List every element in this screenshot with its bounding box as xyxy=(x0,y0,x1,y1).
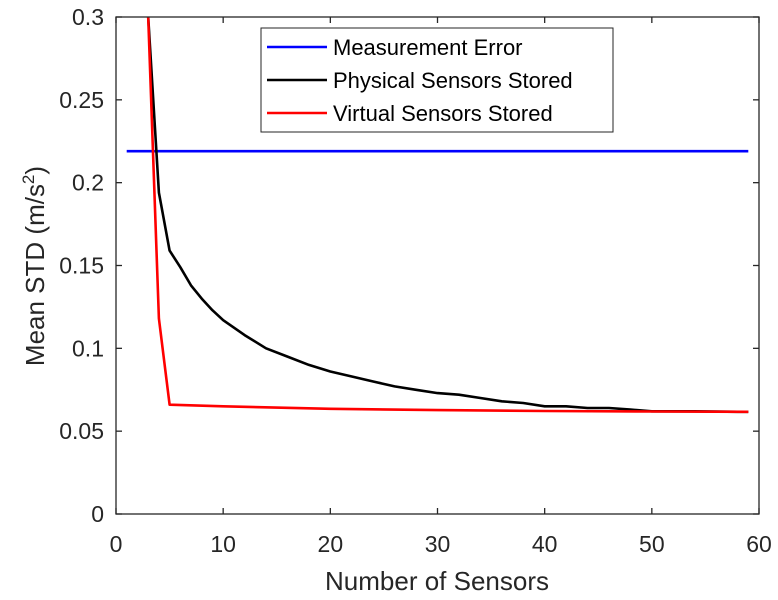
y-tick-label: 0.1 xyxy=(72,335,104,361)
legend: Measurement Error Physical Sensors Store… xyxy=(260,27,614,133)
y-axis-ticks: 0 0.05 0.1 0.15 0.2 0.25 0.3 xyxy=(59,4,759,527)
y-tick-label: 0.2 xyxy=(72,170,104,196)
x-axis-ticks: 0 10 20 30 40 50 60 xyxy=(110,17,772,557)
y-tick-label: 0.3 xyxy=(72,4,104,30)
x-tick-label: 10 xyxy=(210,531,236,557)
x-tick-label: 30 xyxy=(425,531,451,557)
y-tick-label: 0.25 xyxy=(59,87,104,113)
y-tick-label: 0.05 xyxy=(59,418,104,444)
legend-label: Measurement Error xyxy=(333,35,523,60)
x-tick-label: 20 xyxy=(318,531,344,557)
x-tick-label: 0 xyxy=(110,531,123,557)
y-tick-label: 0.15 xyxy=(59,253,104,279)
x-tick-label: 40 xyxy=(532,531,558,557)
legend-label: Physical Sensors Stored xyxy=(333,68,573,93)
legend-item-measurement-error: Measurement Error xyxy=(267,35,523,60)
x-tick-label: 60 xyxy=(746,531,772,557)
y-axis-label: Mean STD (m/s2) xyxy=(19,166,50,366)
plot-series xyxy=(126,17,749,414)
series-line-virtual-sensors-stored xyxy=(146,17,749,414)
legend-item-physical-sensors: Physical Sensors Stored xyxy=(267,68,573,93)
legend-item-virtual-sensors: Virtual Sensors Stored xyxy=(267,101,553,126)
legend-label: Virtual Sensors Stored xyxy=(333,101,553,126)
x-axis-label: Number of Sensors xyxy=(325,566,549,596)
y-tick-label: 0 xyxy=(91,501,104,527)
x-tick-label: 50 xyxy=(639,531,665,557)
